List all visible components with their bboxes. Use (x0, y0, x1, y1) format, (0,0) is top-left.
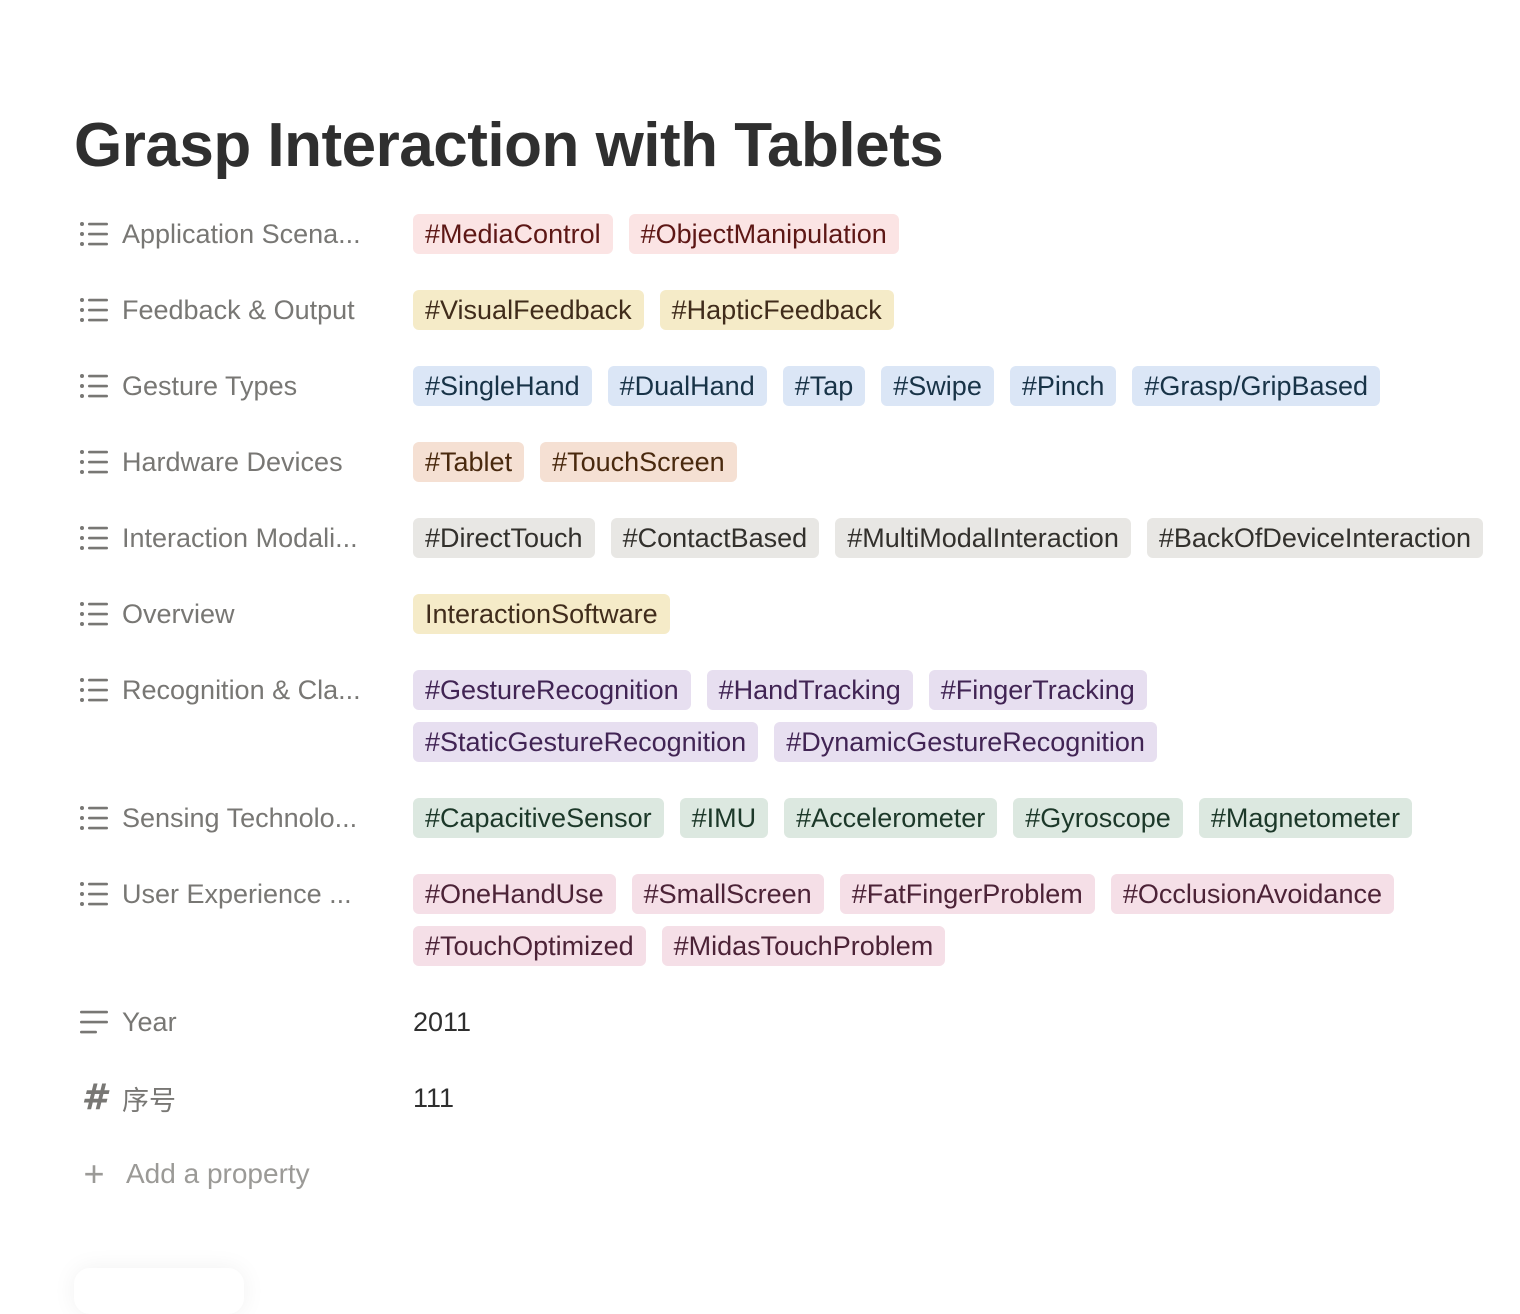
property-row-overview: Overview InteractionSoftware (74, 588, 1504, 640)
add-property-label: Add a property (126, 1158, 310, 1189)
tag-singlehand[interactable]: #SingleHand (413, 366, 592, 406)
property-row-application-scena: Application Scena... #MediaControl #Object… (74, 208, 1504, 260)
property-row-field: # 序号 111 (74, 1072, 1504, 1124)
property-label[interactable]: Hardware Devices (74, 436, 413, 488)
property-value[interactable]: InteractionSoftware (413, 588, 1504, 640)
list-icon (78, 446, 110, 478)
tag-accelerometer[interactable]: #Accelerometer (784, 798, 998, 838)
property-label-text: Feedback & Output (122, 294, 355, 325)
property-row-feedback-output: Feedback & Output #VisualFeedback #HapticF… (74, 284, 1504, 336)
property-label[interactable]: Overview (74, 588, 413, 640)
property-label[interactable]: Recognition & Cla... (74, 664, 413, 716)
property-label-text: Interaction Modali... (122, 522, 358, 553)
property-label-text: Year (122, 1006, 177, 1037)
property-label-text: Hardware Devices (122, 446, 343, 477)
tag-contactbased[interactable]: #ContactBased (610, 518, 820, 558)
tag-tap[interactable]: #Tap (782, 366, 866, 406)
floating-panel-edge (74, 1268, 244, 1314)
property-value[interactable]: #Tablet #TouchScreen (413, 436, 1504, 488)
property-label[interactable]: Gesture Types (74, 360, 413, 412)
property-value[interactable]: #OneHandUse #SmallScreen #FatFingerProblem… (413, 868, 1504, 972)
list-icon (78, 294, 110, 326)
property-value-text[interactable]: 2011 (413, 1007, 472, 1037)
tag-gesturerecognition[interactable]: #GestureRecognition (413, 670, 691, 710)
property-value[interactable]: #MediaControl #ObjectManipulation (413, 208, 1504, 260)
property-value-text[interactable]: 111 (413, 1083, 455, 1113)
tag-pinch[interactable]: #Pinch (1009, 366, 1117, 406)
property-value[interactable]: #CapacitiveSensor #IMU #Accelerometer #Gyro… (413, 792, 1504, 844)
page-content: Grasp Interaction with Tablets Applicati… (74, 108, 1504, 1200)
property-label[interactable]: Feedback & Output (74, 284, 413, 336)
tag-fatfingerproblem[interactable]: #FatFingerProblem (839, 874, 1095, 914)
property-label[interactable]: User Experience ... (74, 868, 413, 920)
add-property-button[interactable]: + Add a property (74, 1148, 1504, 1200)
property-label-text: Sensing Technolo... (122, 802, 358, 833)
property-row-year: Year 2011 (74, 996, 1504, 1048)
property-row-sensing-technolo: Sensing Technolo... #CapacitiveSensor #IMU… (74, 792, 1504, 844)
property-row-recognition-cla: Recognition & Cla... #GestureRecognition #… (74, 664, 1504, 768)
property-row-user-experience: User Experience ... #OneHandUse #SmallScre… (74, 868, 1504, 972)
plus-icon: + (83, 1153, 105, 1194)
tag-occlusionavoidance[interactable]: #OcclusionAvoidance (1110, 874, 1394, 914)
tag-tablet[interactable]: #Tablet (413, 442, 525, 482)
property-label[interactable]: Interaction Modali... (74, 512, 413, 564)
text-lines-icon (78, 1006, 110, 1038)
property-row-hardware-devices: Hardware Devices #Tablet #TouchScreen (74, 436, 1504, 488)
tag-fingertracking[interactable]: #FingerTracking (928, 670, 1147, 710)
property-label-text: 序号 (122, 1085, 176, 1116)
property-label[interactable]: Sensing Technolo... (74, 792, 413, 844)
property-value[interactable]: #VisualFeedback #HapticFeedback (413, 284, 1504, 336)
tag-capacitivesensor[interactable]: #CapacitiveSensor (413, 798, 664, 838)
tag-mediacontrol[interactable]: #MediaControl (413, 214, 613, 254)
tag-midastouchproblem[interactable]: #MidasTouchProblem (661, 926, 946, 966)
property-label-text: Overview (122, 598, 235, 629)
tag-directtouch[interactable]: #DirectTouch (413, 518, 595, 558)
property-label-text: Application Scena... (122, 218, 361, 249)
page-title[interactable]: Grasp Interaction with Tablets (74, 111, 944, 180)
tag-handtracking[interactable]: #HandTracking (706, 670, 913, 710)
tag-touchscreen[interactable]: #TouchScreen (540, 442, 737, 482)
tag-grasp-gripbased[interactable]: #Grasp/GripBased (1132, 366, 1381, 406)
tag-swipe[interactable]: #Swipe (881, 366, 994, 406)
properties-list: Application Scena... #MediaControl #Object… (74, 208, 1504, 1124)
tag-backofdeviceinteraction[interactable]: #BackOfDeviceInteraction (1146, 518, 1483, 558)
list-icon (78, 218, 110, 250)
tag-objectmanipulation[interactable]: #ObjectManipulation (628, 214, 899, 254)
property-value[interactable]: 2011 (413, 996, 1504, 1048)
tag-imu[interactable]: #IMU (679, 798, 769, 838)
property-label-text: Gesture Types (122, 370, 298, 401)
property-value[interactable]: #GestureRecognition #HandTracking #FingerT… (413, 664, 1504, 768)
tag-onehanduse[interactable]: #OneHandUse (413, 874, 616, 914)
property-label-text: Recognition & Cla... (122, 674, 361, 705)
tag-magnetometer[interactable]: #Magnetometer (1198, 798, 1412, 838)
list-icon (78, 522, 110, 554)
tag-gyroscope[interactable]: #Gyroscope (1013, 798, 1183, 838)
tag-touchoptimized[interactable]: #TouchOptimized (413, 926, 646, 966)
list-icon (78, 370, 110, 402)
hash-icon: # (81, 1077, 107, 1118)
tag-multimodalinteraction[interactable]: #MultiModalInteraction (835, 518, 1131, 558)
property-row-interaction-modali: Interaction Modali... #DirectTouch #Contac… (74, 512, 1504, 564)
list-icon (78, 878, 110, 910)
property-label[interactable]: Year (74, 996, 413, 1048)
tag-visualfeedback[interactable]: #VisualFeedback (413, 290, 644, 330)
property-value[interactable]: #SingleHand #DualHand #Tap #Swipe #Pinch #Gra… (413, 360, 1504, 412)
property-value[interactable]: 111 (413, 1072, 1504, 1124)
property-row-gesture-types: Gesture Types #SingleHand #DualHand #Tap #Sw… (74, 360, 1504, 412)
tag-hapticfeedback[interactable]: #HapticFeedback (659, 290, 894, 330)
list-icon (78, 598, 110, 630)
tag-smallscreen[interactable]: #SmallScreen (631, 874, 824, 914)
tag-dynamicgesturerecognition[interactable]: #DynamicGestureRecognition (774, 722, 1157, 762)
property-label[interactable]: # 序号 (74, 1072, 413, 1124)
tag-dualhand[interactable]: #DualHand (607, 366, 767, 406)
property-label-text: User Experience ... (122, 878, 352, 909)
list-icon (78, 802, 110, 834)
tag-staticgesturerecognition[interactable]: #StaticGestureRecognition (413, 722, 759, 762)
property-value[interactable]: #DirectTouch #ContactBased #MultiModalInte… (413, 512, 1504, 564)
property-label[interactable]: Application Scena... (74, 208, 413, 260)
list-icon (78, 674, 110, 706)
tag-interactionsoftware[interactable]: InteractionSoftware (413, 594, 670, 634)
